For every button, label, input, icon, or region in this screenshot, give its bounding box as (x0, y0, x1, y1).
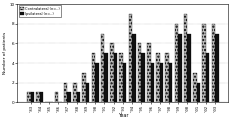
Bar (27, 92, 30, 102)
Bar (215, 34, 219, 102)
Bar (55, 92, 58, 102)
X-axis label: Year: Year (118, 113, 128, 118)
Bar (73, 83, 77, 102)
Bar (202, 24, 206, 102)
Bar (86, 83, 89, 102)
Bar (165, 53, 169, 102)
Bar (206, 53, 210, 102)
Bar (95, 63, 99, 102)
Bar (92, 53, 95, 102)
Y-axis label: Number of patients: Number of patients (3, 32, 7, 74)
Bar (129, 14, 132, 102)
Bar (141, 53, 145, 102)
Bar (197, 83, 200, 102)
Bar (193, 73, 197, 102)
Bar (77, 92, 80, 102)
Legend: Contralateral (n=..), Ipsilateral (n=..): Contralateral (n=..), Ipsilateral (n=..) (18, 5, 61, 17)
Bar (160, 63, 163, 102)
Bar (187, 34, 191, 102)
Bar (212, 24, 215, 102)
Bar (64, 83, 67, 102)
Bar (114, 53, 117, 102)
Bar (30, 92, 34, 102)
Bar (147, 43, 151, 102)
Bar (36, 92, 40, 102)
Bar (104, 53, 108, 102)
Bar (82, 73, 86, 102)
Bar (156, 53, 160, 102)
Bar (110, 43, 114, 102)
Bar (138, 43, 141, 102)
Bar (169, 63, 173, 102)
Bar (151, 63, 154, 102)
Bar (184, 14, 187, 102)
Bar (178, 34, 182, 102)
Bar (67, 92, 71, 102)
Bar (175, 24, 178, 102)
Bar (40, 92, 43, 102)
Bar (132, 34, 136, 102)
Bar (119, 53, 123, 102)
Bar (101, 34, 104, 102)
Bar (123, 63, 126, 102)
